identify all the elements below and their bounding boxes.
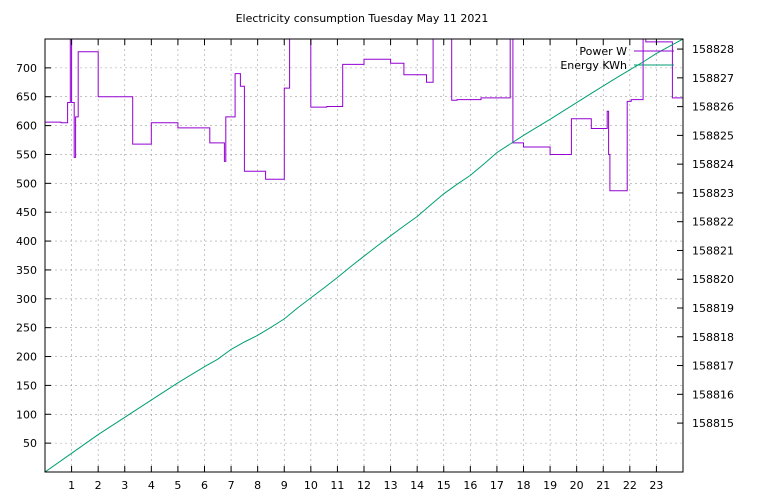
x-tick-label: 2 — [95, 479, 102, 492]
x-tick-label: 11 — [330, 479, 344, 492]
x-tick-label: 13 — [384, 479, 398, 492]
x-tick-label: 6 — [201, 479, 208, 492]
x-tick-label: 20 — [570, 479, 584, 492]
y-left-tick-label: 350 — [16, 264, 37, 277]
chart-title: Electricity consumption Tuesday May 11 2… — [236, 12, 489, 25]
y-left-tick-label: 150 — [16, 379, 37, 392]
x-tick-label: 10 — [304, 479, 318, 492]
y-right-tick-label: 158819 — [692, 302, 734, 315]
y-right-tick-label: 158820 — [692, 273, 734, 286]
y-right-tick-label: 158821 — [692, 244, 734, 257]
x-tick-label: 15 — [437, 479, 451, 492]
y-right-tick-label: 158824 — [692, 158, 734, 171]
x-tick-label: 7 — [228, 479, 235, 492]
energy-series-line — [45, 39, 683, 472]
legend-label-energy: Energy KWh — [560, 59, 627, 72]
y-left-tick-label: 200 — [16, 351, 37, 364]
y-left-tick-label: 650 — [16, 91, 37, 104]
axis-ticks: 1 2 3 4 5 6 7 8 9 10 11 12 13 14 15 16 17 18 19 20 21 22 23501… — [16, 39, 734, 492]
y-right-tick-label: 158817 — [692, 360, 734, 373]
y-left-tick-label: 500 — [16, 177, 37, 190]
y-right-tick-label: 158825 — [692, 129, 734, 142]
x-tick-label: 18 — [517, 479, 531, 492]
x-tick-label: 4 — [148, 479, 155, 492]
x-tick-label: 22 — [623, 479, 637, 492]
y-left-tick-label: 550 — [16, 148, 37, 161]
x-tick-label: 23 — [649, 479, 663, 492]
x-tick-label: 5 — [174, 479, 181, 492]
x-tick-label: 16 — [463, 479, 477, 492]
legend-label-power: Power W — [579, 45, 627, 58]
y-left-tick-label: 400 — [16, 235, 37, 248]
y-right-tick-label: 158828 — [692, 43, 734, 56]
y-right-tick-label: 158816 — [692, 388, 734, 401]
power-series-line — [45, 39, 683, 192]
y-right-tick-label: 158826 — [692, 101, 734, 114]
x-tick-label: 19 — [543, 479, 557, 492]
x-tick-label: 9 — [281, 479, 288, 492]
x-tick-label: 8 — [254, 479, 261, 492]
x-tick-label: 14 — [410, 479, 424, 492]
x-tick-label: 1 — [68, 479, 75, 492]
series-layer — [45, 39, 683, 472]
x-tick-label: 17 — [490, 479, 504, 492]
y-right-tick-label: 158815 — [692, 417, 734, 430]
y-left-tick-label: 700 — [16, 62, 37, 75]
y-left-tick-label: 250 — [16, 322, 37, 335]
y-right-tick-label: 158818 — [692, 331, 734, 344]
x-tick-label: 12 — [357, 479, 371, 492]
y-right-tick-label: 158823 — [692, 187, 734, 200]
legend: Power W Energy KWh — [560, 45, 674, 72]
y-left-tick-label: 50 — [23, 437, 37, 450]
y-right-tick-label: 158827 — [692, 72, 734, 85]
x-tick-label: 21 — [596, 479, 610, 492]
y-left-tick-label: 100 — [16, 408, 37, 421]
y-left-tick-label: 600 — [16, 120, 37, 133]
y-right-tick-label: 158822 — [692, 216, 734, 229]
y-left-tick-label: 450 — [16, 206, 37, 219]
x-tick-label: 3 — [121, 479, 128, 492]
y-left-tick-label: 300 — [16, 293, 37, 306]
